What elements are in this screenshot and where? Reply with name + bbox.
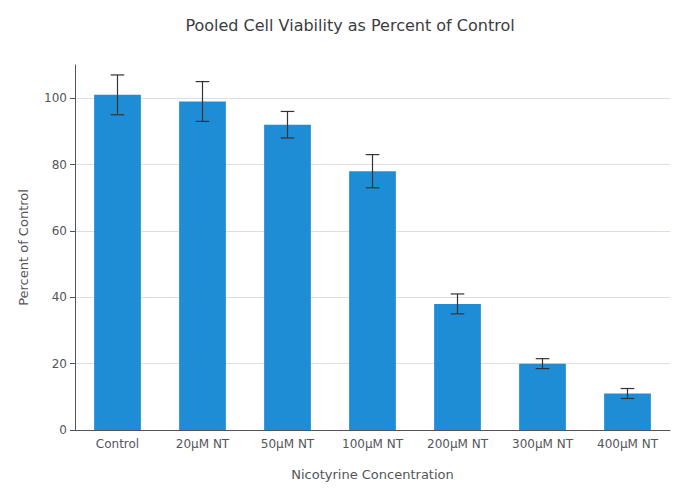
svg-text:80: 80 [52,158,67,172]
svg-text:200μM NT: 200μM NT [427,437,489,451]
svg-text:100: 100 [44,91,67,105]
svg-text:40: 40 [52,290,67,304]
svg-text:Pooled Cell Viability as Perce: Pooled Cell Viability as Percent of Cont… [185,16,514,35]
svg-text:60: 60 [52,224,67,238]
svg-text:Percent of Control: Percent of Control [16,189,31,306]
svg-text:0: 0 [59,423,67,437]
svg-text:20: 20 [52,357,67,371]
svg-text:Nicotyrine Concentration: Nicotyrine Concentration [291,467,454,482]
svg-text:Control: Control [96,437,139,451]
svg-text:400μM NT: 400μM NT [597,437,659,451]
svg-text:50μM NT: 50μM NT [261,437,315,451]
svg-text:20μM NT: 20μM NT [176,437,230,451]
svg-text:300μM NT: 300μM NT [512,437,574,451]
svg-text:100μM NT: 100μM NT [342,437,404,451]
